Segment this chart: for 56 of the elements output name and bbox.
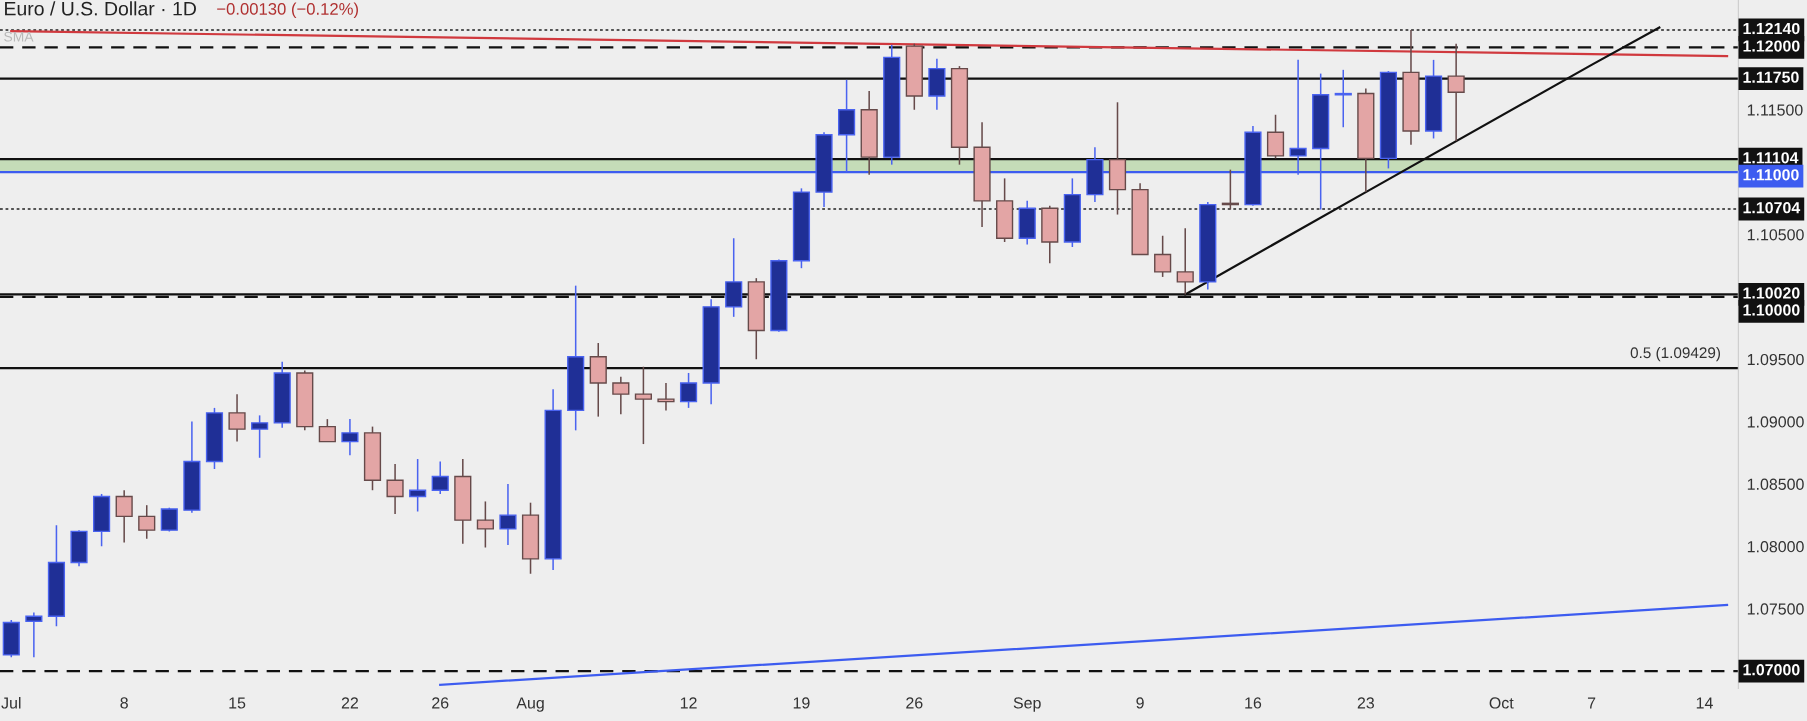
candlestick: [634, 365, 653, 445]
x-tick-label: 22: [341, 697, 359, 709]
x-tick-label: 26: [906, 697, 923, 709]
y-tick-label: 1.10500: [1747, 229, 1804, 241]
x-tick-label: 14: [1696, 697, 1713, 709]
x-tick-label: 7: [1587, 697, 1596, 709]
x-tick-label: 8: [120, 697, 128, 709]
ref-line-label: 1.11104: [1743, 152, 1799, 164]
x-tick-label: Sep: [1013, 697, 1041, 712]
y-tick-label: 1.07500: [1747, 603, 1804, 615]
candlestick: [476, 500, 494, 549]
ref-line-label: 1.11000: [1743, 169, 1799, 181]
ref-line-label: 1.10000: [1743, 304, 1800, 316]
ref-line-label: 1.10020: [1743, 287, 1800, 299]
ref-line-label: 1.12000: [1743, 40, 1800, 52]
x-tick-label: 15: [229, 697, 246, 709]
y-tick-label: 1.09500: [1747, 353, 1804, 366]
x-tick-label: Jul: [1, 696, 21, 709]
candlestick: [115, 489, 133, 544]
candlestick: [612, 375, 630, 415]
candlestick: [1447, 42, 1465, 142]
x-tick-label: 23: [1357, 697, 1375, 709]
candlestick: [679, 372, 698, 409]
chart-subtitle: −0.00130 (−0.12%): [217, 2, 358, 19]
ref-line-label: 1.11750: [1743, 71, 1799, 83]
x-tick-label: 19: [793, 697, 810, 709]
ref-line-label: 1.12140: [1743, 22, 1800, 35]
candlestick: [409, 458, 427, 513]
candlestick: [431, 460, 449, 495]
candlestick: [251, 414, 269, 459]
ref-line-label: 1.10704: [1743, 202, 1801, 214]
x-tick-label: 12: [680, 697, 697, 709]
annotation: 0.5 (1.09429): [1630, 346, 1721, 362]
x-tick-label: Oct: [1489, 697, 1514, 709]
y-tick-label: 1.11500: [1747, 104, 1803, 116]
candlestick: [386, 463, 404, 515]
candlestick: [1154, 234, 1172, 278]
candlestick: [138, 504, 156, 540]
candlestick: [341, 418, 359, 457]
candlestick: [657, 382, 675, 412]
candlestick: [1266, 113, 1285, 160]
y-tick-label: 1.09000: [1747, 416, 1804, 428]
ref-line-label: 1.07000: [1743, 664, 1800, 676]
candlestick: [1176, 227, 1194, 296]
candlestick: [318, 418, 336, 443]
x-tick-label: 9: [1136, 697, 1144, 709]
candlestick: [499, 483, 517, 546]
x-tick-label: 26: [432, 697, 449, 709]
candlestick: [1289, 59, 1307, 176]
chart-title: Euro / U.S. Dollar · 1D: [5, 1, 196, 16]
y-tick-label: 1.08500: [1747, 478, 1804, 490]
y-tick-label: 1.08000: [1747, 540, 1804, 553]
candlestick: [228, 393, 246, 443]
x-tick-label: 16: [1245, 697, 1262, 709]
x-tick-label: Aug: [516, 697, 544, 712]
candlestick: [25, 611, 43, 659]
